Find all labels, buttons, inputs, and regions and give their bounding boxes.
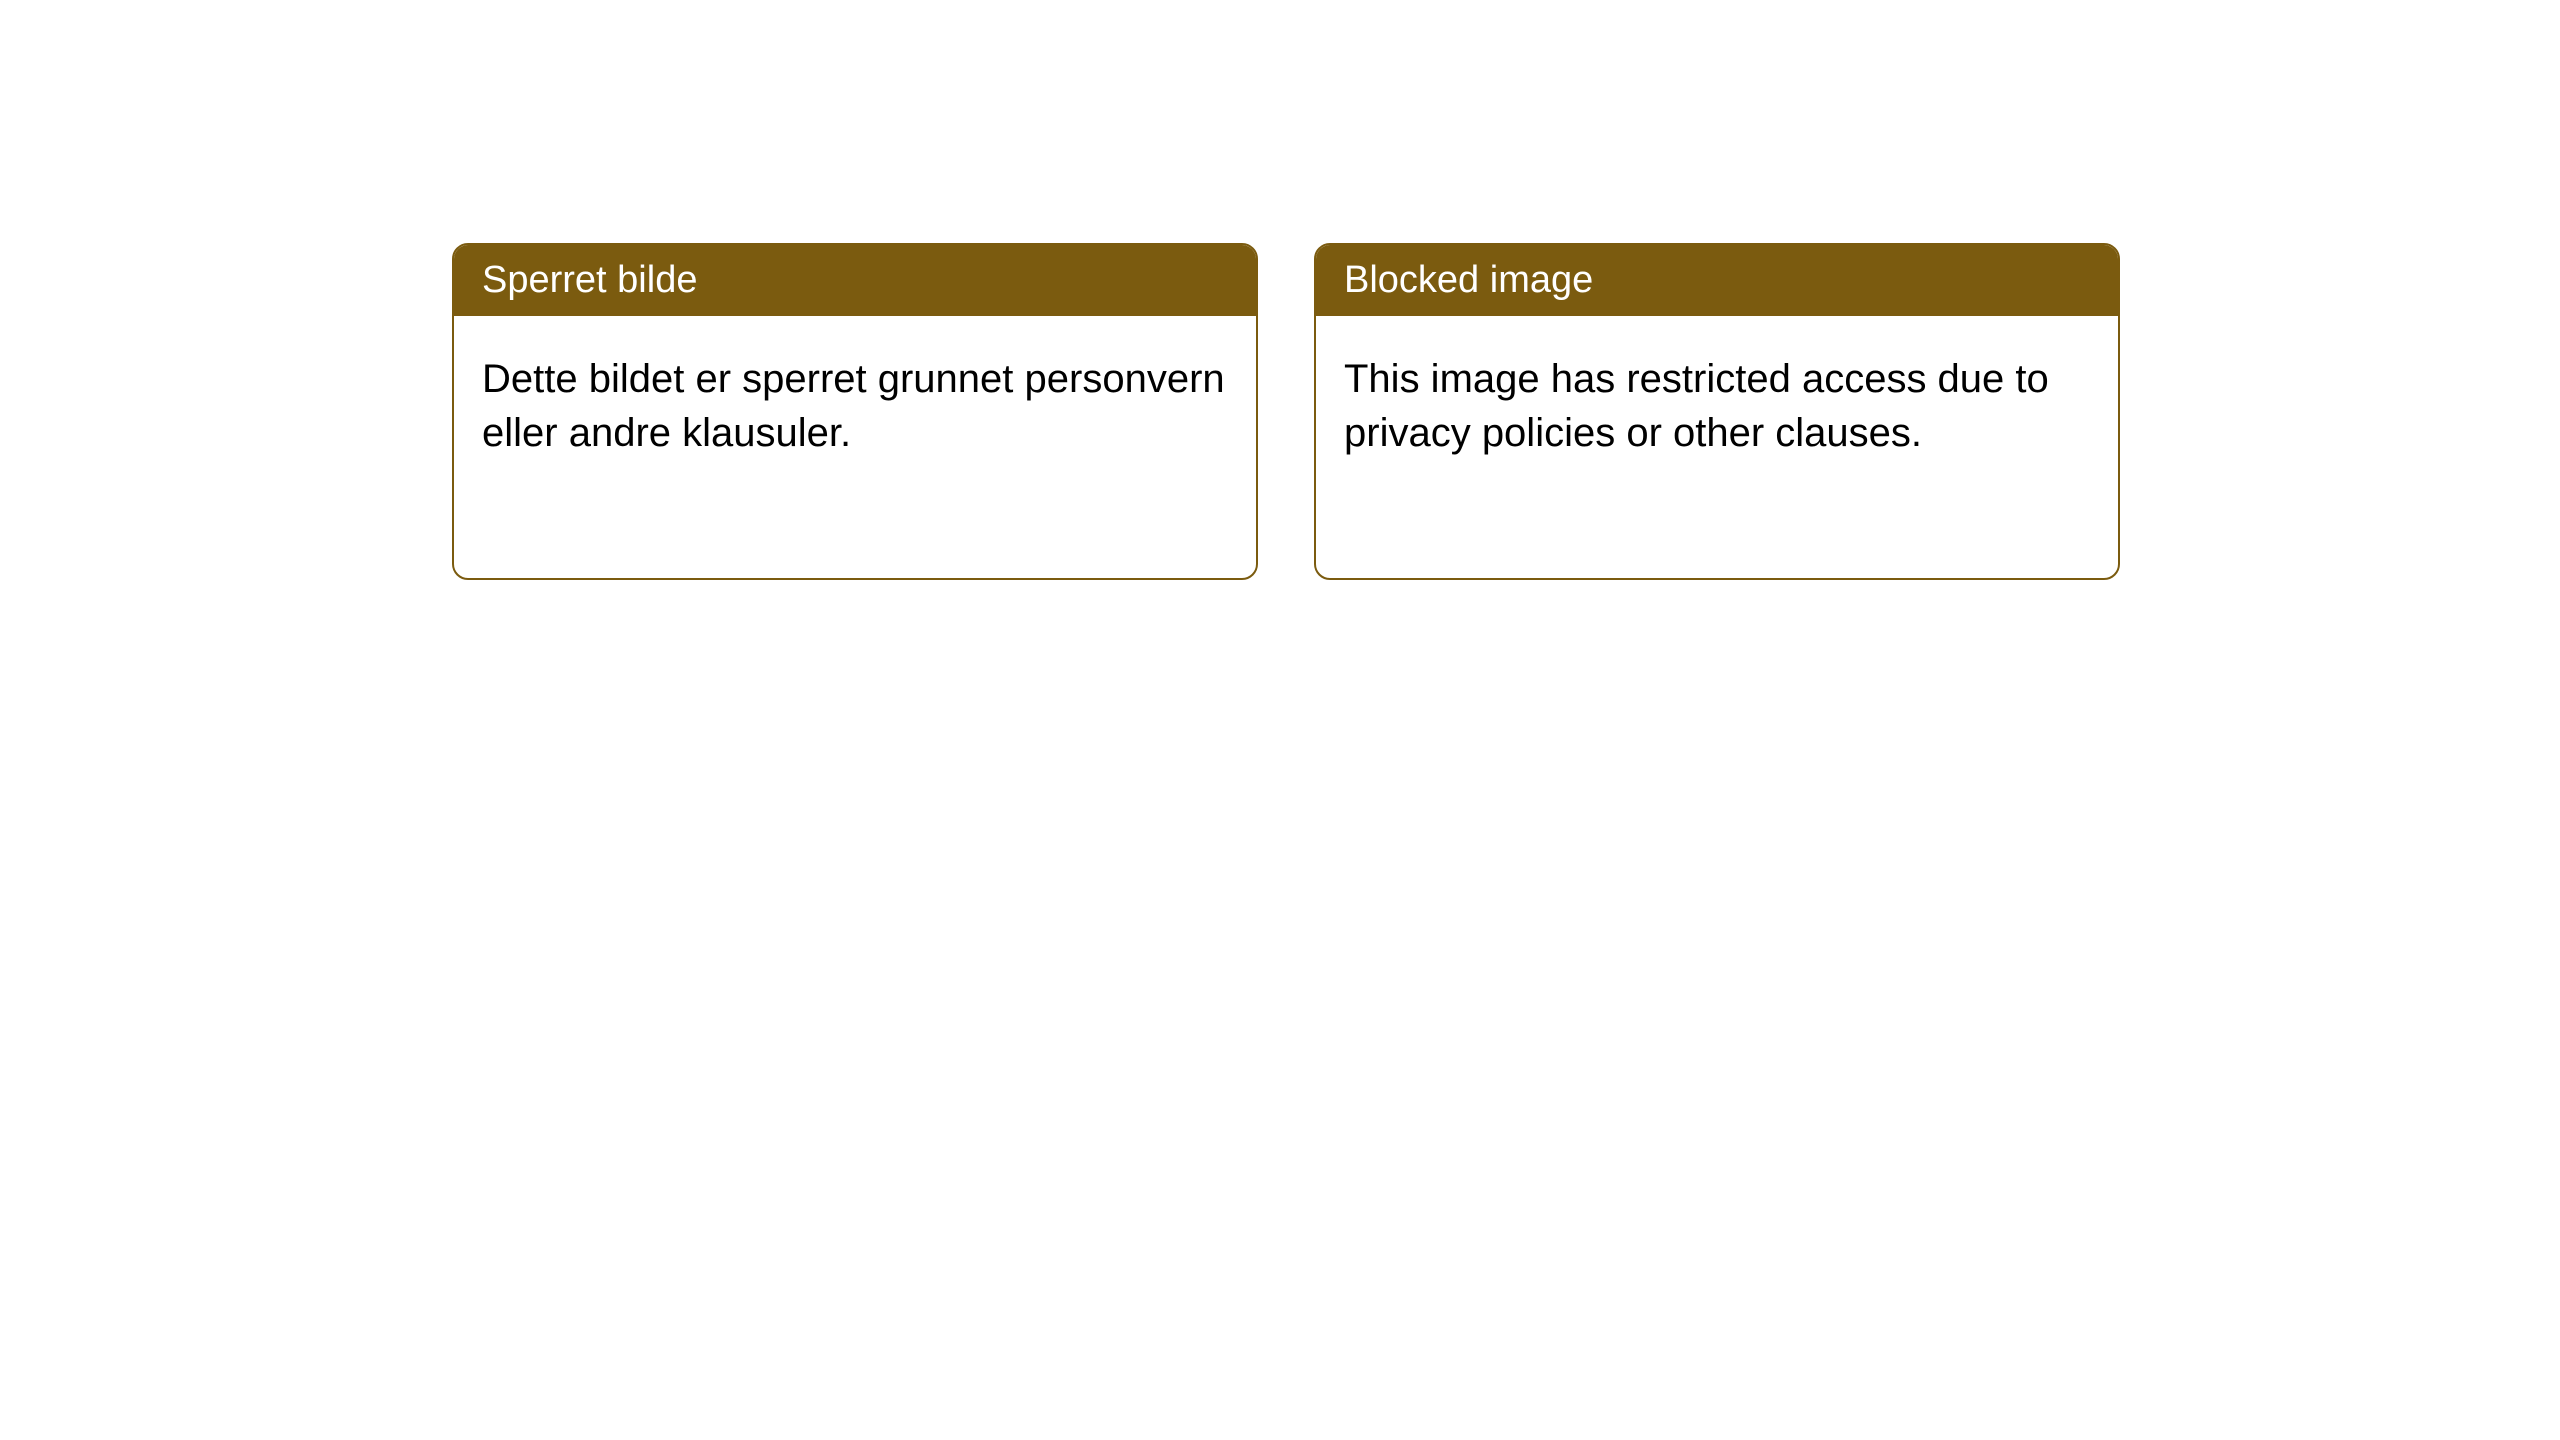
- notice-cards-container: Sperret bilde Dette bildet er sperret gr…: [452, 243, 2120, 580]
- card-header-english: Blocked image: [1316, 245, 2118, 316]
- blocked-image-card-norwegian: Sperret bilde Dette bildet er sperret gr…: [452, 243, 1258, 580]
- card-body-english: This image has restricted access due to …: [1316, 316, 2118, 496]
- card-body-norwegian: Dette bildet er sperret grunnet personve…: [454, 316, 1256, 496]
- blocked-image-card-english: Blocked image This image has restricted …: [1314, 243, 2120, 580]
- card-header-norwegian: Sperret bilde: [454, 245, 1256, 316]
